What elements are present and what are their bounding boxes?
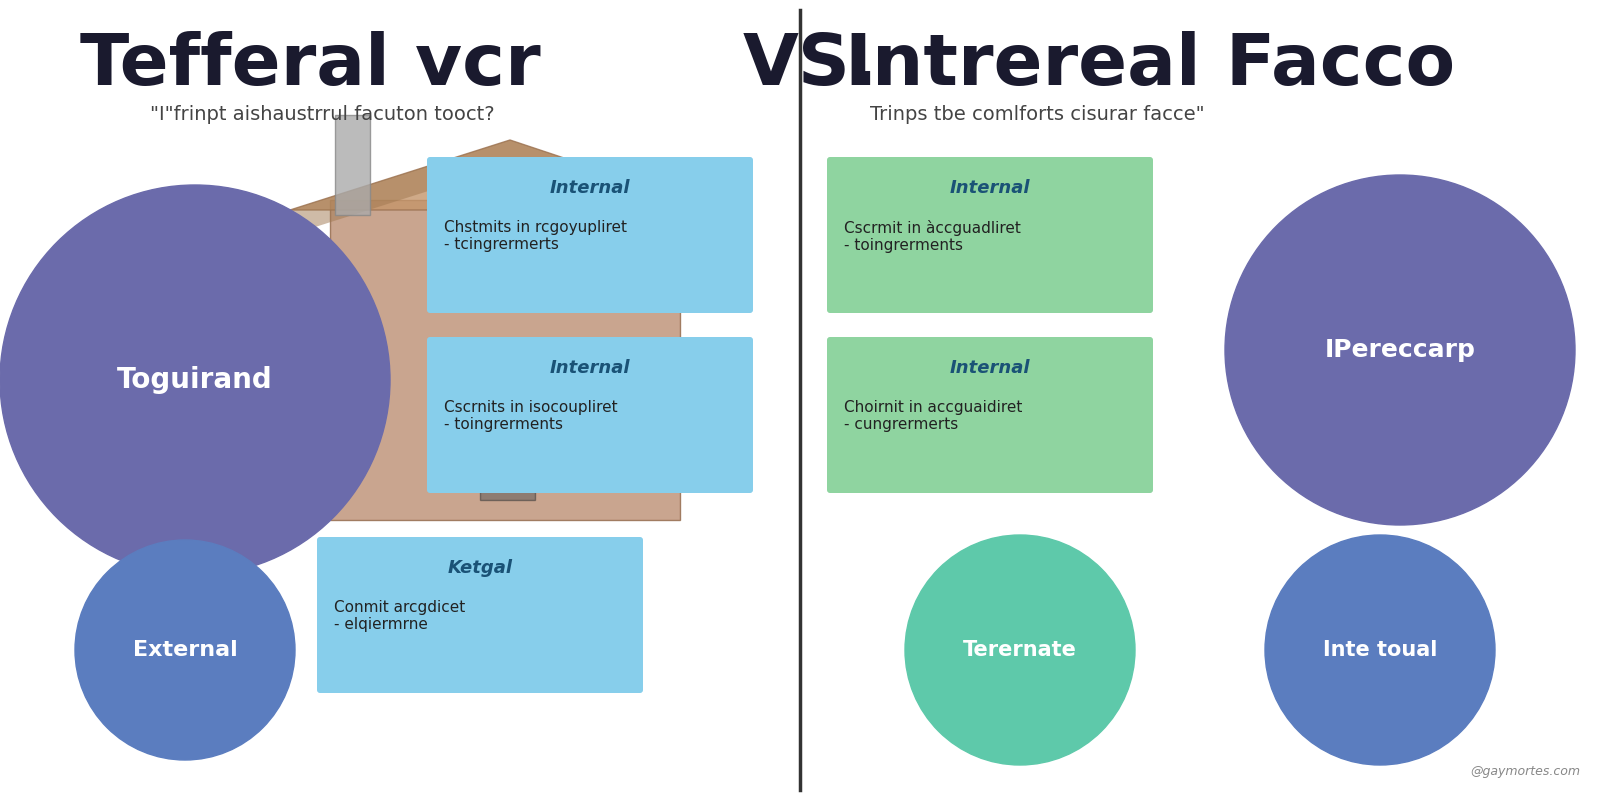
FancyBboxPatch shape bbox=[827, 337, 1154, 493]
Text: Cscrmit in àccguadliret
- toingrerments: Cscrmit in àccguadliret - toingrerments bbox=[845, 220, 1021, 254]
Text: Chstmits in rcgoyupliret
- tcingrermerts: Chstmits in rcgoyupliret - tcingrermerts bbox=[445, 220, 627, 253]
Text: Choirnit in accguaidiret
- cungrermerts: Choirnit in accguaidiret - cungrermerts bbox=[845, 400, 1022, 432]
Circle shape bbox=[1226, 175, 1574, 525]
Text: Terernate: Terernate bbox=[963, 640, 1077, 660]
Text: Internal: Internal bbox=[550, 359, 630, 377]
FancyBboxPatch shape bbox=[427, 157, 754, 313]
Text: IPereccarp: IPereccarp bbox=[1325, 338, 1475, 362]
Circle shape bbox=[75, 540, 294, 760]
Text: Intrereal Facco: Intrereal Facco bbox=[845, 30, 1454, 99]
Polygon shape bbox=[290, 140, 720, 210]
Text: Trinps tbe comlforts cisurar facce": Trinps tbe comlforts cisurar facce" bbox=[870, 106, 1205, 125]
FancyBboxPatch shape bbox=[317, 537, 643, 693]
Text: External: External bbox=[133, 640, 237, 660]
Text: Cscrnits in isocoupliret
- toingrerments: Cscrnits in isocoupliret - toingrerments bbox=[445, 400, 618, 432]
Text: Ketgal: Ketgal bbox=[448, 559, 512, 577]
Text: Internal: Internal bbox=[950, 359, 1030, 377]
Bar bbox=[334, 115, 370, 215]
Text: "I"frinpt aishaustrrul facuton tooct?: "I"frinpt aishaustrrul facuton tooct? bbox=[150, 106, 494, 125]
Polygon shape bbox=[290, 140, 720, 235]
Polygon shape bbox=[330, 200, 680, 520]
Text: Internal: Internal bbox=[550, 179, 630, 197]
FancyBboxPatch shape bbox=[827, 157, 1154, 313]
Text: Tefferal vcr: Tefferal vcr bbox=[80, 30, 541, 99]
Text: Internal: Internal bbox=[950, 179, 1030, 197]
Text: Conmit arcgdicet
- elqiermrne: Conmit arcgdicet - elqiermrne bbox=[334, 600, 466, 632]
Circle shape bbox=[0, 185, 390, 575]
Text: Inte toual: Inte toual bbox=[1323, 640, 1437, 660]
FancyBboxPatch shape bbox=[427, 337, 754, 493]
Circle shape bbox=[906, 535, 1134, 765]
Circle shape bbox=[1266, 535, 1494, 765]
Bar bbox=[480, 380, 534, 500]
Text: @gaymortes.com: @gaymortes.com bbox=[1470, 765, 1581, 778]
Text: Toguirand: Toguirand bbox=[117, 366, 274, 394]
Text: VS.: VS. bbox=[742, 30, 878, 99]
Bar bbox=[550, 340, 590, 380]
